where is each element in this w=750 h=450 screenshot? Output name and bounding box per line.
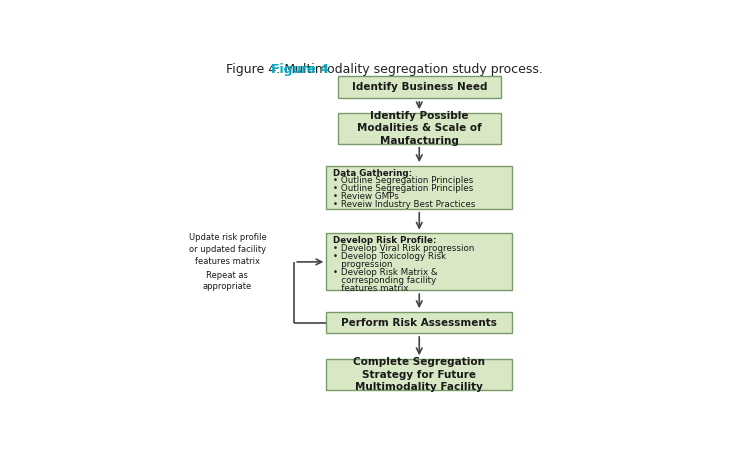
Text: • Reveiw Industry Best Practices: • Reveiw Industry Best Practices	[333, 200, 476, 209]
Text: progression: progression	[333, 260, 393, 269]
Text: • Develop Risk Matrix &: • Develop Risk Matrix &	[333, 268, 438, 277]
Text: Update risk profile
or updated facility
features matrix: Update risk profile or updated facility …	[188, 234, 266, 266]
Text: Figure 4: Multimodality segregation study process.: Figure 4: Multimodality segregation stud…	[226, 63, 543, 76]
Text: Identify Possible
Modalities & Scale of
Maufacturing: Identify Possible Modalities & Scale of …	[357, 111, 482, 146]
FancyBboxPatch shape	[338, 113, 501, 144]
FancyBboxPatch shape	[326, 166, 512, 209]
FancyBboxPatch shape	[326, 359, 512, 390]
Text: • Review GMPs: • Review GMPs	[333, 192, 399, 201]
Text: • Develop Viral Risk progression: • Develop Viral Risk progression	[333, 244, 475, 253]
Text: corresponding facility: corresponding facility	[333, 276, 436, 285]
Text: • Develop Toxicology Risk: • Develop Toxicology Risk	[333, 252, 446, 261]
FancyBboxPatch shape	[326, 312, 512, 333]
Text: Complete Segregation
Strategy for Future
Multimodality Facility: Complete Segregation Strategy for Future…	[353, 357, 485, 392]
Text: • Outline Segregation Principles: • Outline Segregation Principles	[333, 176, 473, 185]
Text: Perform Risk Assessments: Perform Risk Assessments	[341, 318, 497, 328]
Text: features matrix: features matrix	[333, 284, 409, 293]
Text: Figure 4: Figure 4	[271, 63, 328, 76]
Text: Repeat as
appropriate: Repeat as appropriate	[202, 270, 252, 291]
FancyBboxPatch shape	[338, 76, 501, 98]
FancyBboxPatch shape	[326, 233, 512, 291]
Text: Identify Business Need: Identify Business Need	[352, 82, 487, 92]
Text: Develop Risk Profile:: Develop Risk Profile:	[333, 236, 436, 245]
Text: Data Gathering:: Data Gathering:	[333, 168, 412, 177]
Text: • Outline Segregation Principles: • Outline Segregation Principles	[333, 184, 473, 194]
